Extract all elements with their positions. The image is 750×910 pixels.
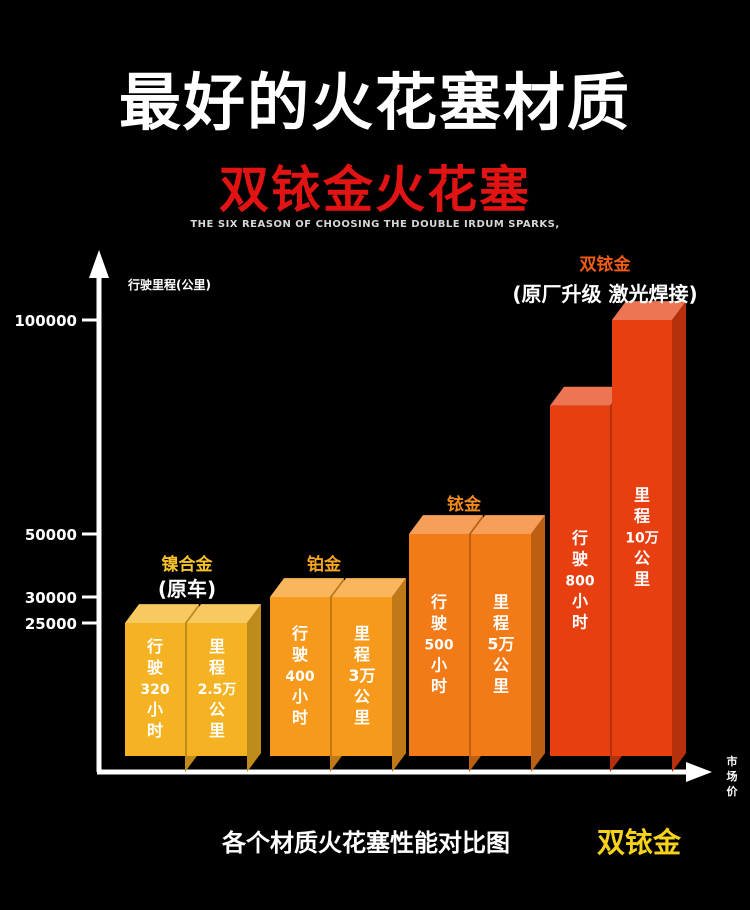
bar-data-label: 小	[572, 591, 588, 610]
category-label: 镍合金	[162, 554, 214, 575]
bar-side	[247, 604, 261, 772]
bar	[409, 534, 469, 756]
bar-data-label: 3万	[348, 666, 375, 685]
bar-data-label: 时	[147, 721, 163, 740]
bar-data-label: 程	[493, 614, 509, 633]
bar-data-label: 行	[291, 624, 308, 643]
bar-top	[409, 515, 483, 534]
bar-data-label: 2.5万	[198, 682, 237, 698]
footer-caption: 各个材质火花塞性能对比图	[222, 829, 510, 857]
tagline: THE SIX REASON OF CHOOSING THE DOUBLE IR…	[190, 219, 560, 230]
bar-data-label: 10万	[625, 531, 658, 547]
bar-data-label: 400	[285, 669, 314, 685]
y-tick-label: 25000	[25, 615, 77, 633]
bar-data-label: 里	[634, 570, 650, 589]
bar-data-label: 行	[430, 593, 447, 612]
bar-data-label: 时	[431, 677, 447, 696]
bar-data-label: 驶	[147, 658, 163, 677]
bar-data-label: 小	[292, 687, 308, 706]
bar	[612, 320, 672, 756]
bar-side	[672, 301, 686, 772]
page-subtitle: 双铱金火花塞	[219, 161, 531, 219]
bar	[550, 405, 610, 756]
category-label: 双铱金	[580, 254, 632, 275]
bar-data-label: 320	[140, 682, 169, 698]
footer-highlight: 双铱金	[597, 826, 682, 859]
bar-data-label: 公	[634, 549, 650, 568]
bar-data-label: 程	[354, 645, 370, 664]
category-note: (原车)	[158, 577, 216, 601]
bar-top	[471, 515, 545, 534]
bar-data-label: 程	[209, 658, 225, 677]
bar-data-label: 5万	[487, 635, 514, 654]
bar-data-label: 里	[209, 721, 225, 740]
bar-data-label: 时	[572, 612, 588, 631]
x-axis-title-char: 场	[727, 769, 738, 783]
bar-data-label: 公	[493, 656, 509, 675]
bar-top	[612, 301, 686, 320]
bar	[270, 597, 330, 756]
x-axis-title-char: 市	[727, 754, 738, 768]
bar-data-label: 驶	[572, 549, 588, 568]
bar	[187, 623, 247, 756]
bar-data-label: 行	[146, 637, 163, 656]
bar-data-label: 时	[292, 708, 308, 727]
x-axis-arrow	[686, 762, 712, 782]
bar-data-label: 驶	[431, 614, 447, 633]
bar-data-label: 公	[209, 700, 225, 719]
bar-data-label: 驶	[292, 645, 308, 664]
bar-top	[550, 386, 624, 406]
bar-data-label: 里	[493, 677, 509, 696]
bar-data-label: 里	[354, 624, 370, 643]
y-axis-title: 行驶里程(公里)	[127, 277, 211, 292]
page-title: 最好的火花塞材质	[118, 66, 631, 139]
bar-top	[270, 578, 344, 597]
bar-top	[187, 604, 261, 623]
bar-data-label: 里	[209, 637, 225, 656]
bar-data-label: 里	[634, 486, 650, 505]
bar-data-label: 里	[354, 708, 370, 727]
y-tick-label: 100000	[14, 312, 77, 330]
bar-data-label: 行	[571, 528, 588, 547]
category-label: 铂金	[307, 554, 342, 575]
bar-data-label: 小	[431, 656, 447, 675]
y-axis-arrow	[89, 250, 109, 278]
category-note: (原厂升级 激光焊接)	[512, 282, 697, 306]
bar-data-label: 小	[147, 700, 163, 719]
x-axis-title-char: 价	[727, 785, 739, 798]
bar	[125, 623, 185, 756]
bar	[471, 534, 531, 756]
y-tick-label: 30000	[25, 589, 77, 607]
bar	[332, 597, 392, 756]
bar-data-label: 500	[424, 638, 453, 654]
bar-side	[531, 515, 545, 772]
bar-data-label: 程	[634, 507, 650, 526]
y-tick-label: 50000	[25, 526, 77, 544]
bar-data-label: 800	[565, 573, 594, 589]
bar-side	[392, 578, 406, 772]
bar-top	[125, 604, 199, 623]
bar-data-label: 公	[354, 687, 370, 706]
bar-data-label: 里	[493, 593, 509, 612]
bar-top	[332, 578, 406, 597]
category-label: 铱金	[447, 494, 482, 515]
